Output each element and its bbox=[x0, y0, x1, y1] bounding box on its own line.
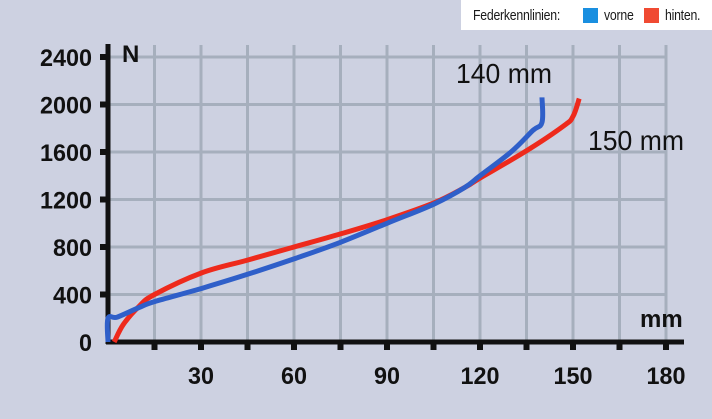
x-tick bbox=[198, 342, 204, 350]
x-tick bbox=[384, 342, 390, 350]
x-tick bbox=[337, 342, 344, 350]
y-tick bbox=[100, 54, 108, 60]
y-tick-label: 2000 bbox=[40, 93, 92, 120]
x-tick-label: 180 bbox=[647, 363, 686, 390]
annotation-rear-travel: 150 mm bbox=[588, 125, 684, 156]
x-tick bbox=[477, 342, 483, 350]
y-tick-label: 2400 bbox=[40, 45, 92, 72]
y-tick bbox=[100, 196, 108, 203]
x-tick bbox=[430, 342, 437, 350]
y-tick-label: 1600 bbox=[40, 140, 92, 167]
x-tick bbox=[616, 342, 623, 350]
legend-label-rear: hinten. bbox=[665, 6, 701, 24]
y-tick bbox=[100, 149, 108, 155]
x-tick bbox=[291, 342, 297, 350]
ticks bbox=[100, 54, 669, 350]
y-tick-label: 800 bbox=[53, 235, 92, 262]
y-tick-label: 0 bbox=[79, 330, 92, 357]
y-tick bbox=[100, 101, 108, 108]
x-tick bbox=[151, 342, 158, 350]
axes bbox=[105, 44, 684, 345]
x-tick-label: 150 bbox=[554, 363, 593, 390]
y-tick-label: 400 bbox=[53, 283, 92, 310]
legend-swatch-front bbox=[583, 7, 599, 23]
x-tick bbox=[663, 342, 669, 350]
y-unit-label: N bbox=[122, 41, 139, 68]
x-tick bbox=[523, 342, 530, 350]
y-tick-label: 1200 bbox=[40, 188, 92, 215]
y-axis-labels: 0 400 800 1200 1600 2000 2400 bbox=[40, 45, 92, 357]
y-tick bbox=[100, 291, 108, 298]
x-tick bbox=[244, 342, 251, 350]
legend: Federkennlinien: vorne hinten. bbox=[460, 0, 712, 30]
x-unit-label: mm bbox=[640, 306, 683, 333]
annotation-front-travel: 140 mm bbox=[456, 58, 552, 89]
x-axis-labels: 30 60 90 120 150 180 bbox=[188, 363, 686, 390]
legend-label-front: vorne bbox=[604, 6, 634, 24]
x-tick-label: 60 bbox=[281, 363, 307, 390]
series-line-rear bbox=[111, 97, 582, 344]
legend-title: Federkennlinien: bbox=[472, 6, 560, 24]
x-tick-label: 120 bbox=[461, 363, 500, 390]
x-tick bbox=[570, 342, 576, 350]
grid bbox=[108, 45, 668, 342]
x-tick-label: 30 bbox=[188, 363, 214, 390]
data-series bbox=[104, 97, 582, 344]
y-tick bbox=[100, 244, 108, 250]
legend-swatch-rear bbox=[644, 7, 660, 23]
series-line-front bbox=[104, 97, 546, 343]
x-tick-label: 90 bbox=[374, 363, 400, 390]
